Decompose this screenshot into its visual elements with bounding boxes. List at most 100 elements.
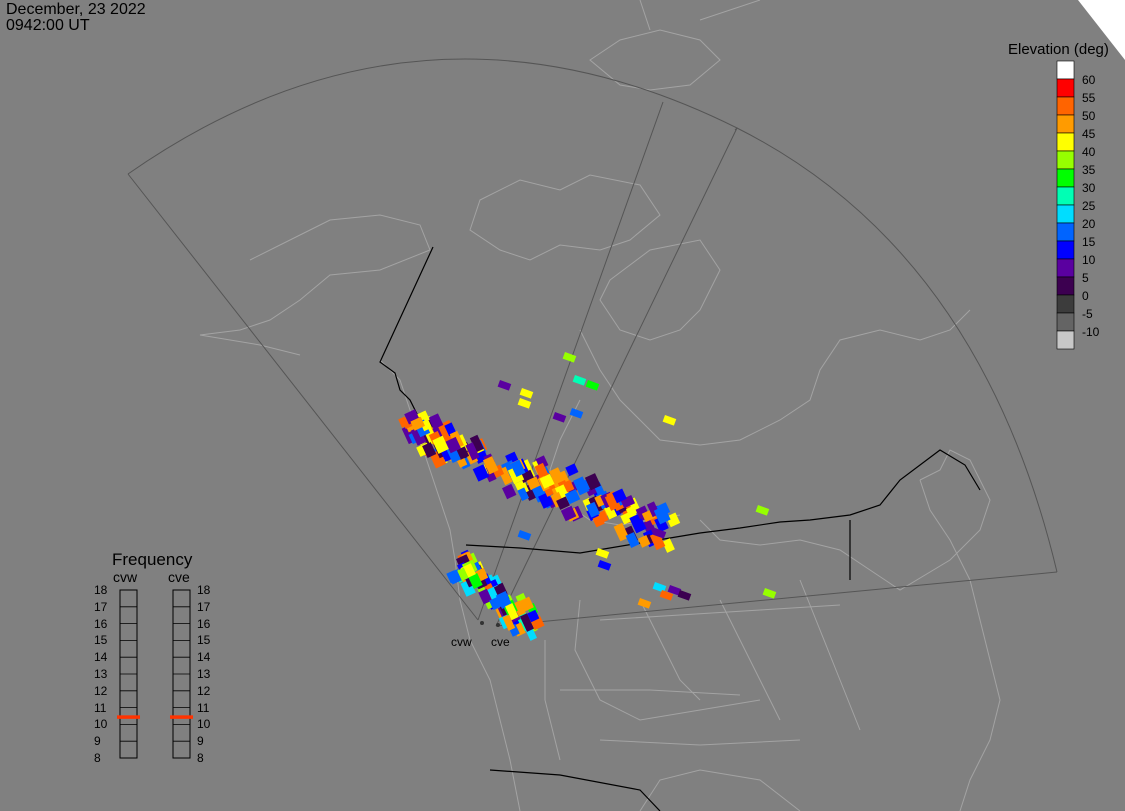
- radar-echo: [432, 435, 449, 454]
- radar-echo: [620, 494, 636, 509]
- radar-echo: [517, 397, 532, 409]
- radar-echo: [585, 380, 600, 391]
- corner-marker: [1078, 0, 1125, 60]
- radar-echo: [445, 436, 462, 454]
- radar-echo: [457, 567, 469, 581]
- radar-echo: [564, 489, 581, 505]
- radar-echo: [556, 496, 570, 510]
- date-label: December, 23 2022: [6, 1, 146, 18]
- elevation-swatch: [1056, 132, 1075, 152]
- radar-echo: [497, 379, 512, 391]
- frequency-tick-label: 14: [94, 650, 108, 665]
- radar-echo: [478, 588, 493, 605]
- radar-echo: [637, 598, 652, 609]
- radar-site-cvw-marker: [480, 621, 484, 625]
- elevation-swatch: [1056, 240, 1075, 260]
- radar-echo: [410, 426, 427, 446]
- fov-outline: [127, 58, 1058, 627]
- radar-echo: [483, 456, 499, 475]
- radar-echo: [510, 459, 526, 477]
- elevation-tick-label: 35: [1082, 163, 1096, 177]
- radar-echo: [652, 582, 667, 593]
- frequency-tick-label: 8: [94, 751, 101, 765]
- radar-echo: [666, 512, 681, 528]
- frequency-tick-label: 13: [94, 667, 108, 681]
- elevation-tick-label: 60: [1082, 73, 1096, 87]
- radar-echo: [410, 416, 425, 431]
- radar-echo: [662, 414, 677, 426]
- radar-echo: [662, 538, 675, 553]
- frequency-tick-label: 12: [197, 683, 211, 698]
- frequency-title: Frequency: [112, 550, 193, 569]
- frequency-tick-label: 9: [94, 734, 101, 749]
- elevation-tick-label: 55: [1082, 91, 1096, 105]
- radar-echo: [584, 473, 601, 491]
- radar-echo: [539, 473, 555, 489]
- radar-echo: [613, 522, 629, 542]
- elevation-tick-label: -5: [1082, 307, 1093, 321]
- radar-echo: [597, 560, 612, 571]
- site-label-cve: cve: [491, 635, 510, 649]
- elevation-tick-label: 50: [1082, 109, 1096, 123]
- radar-echo: [517, 487, 530, 502]
- frequency-tick-label: 16: [94, 616, 108, 631]
- radar-echo: [512, 600, 526, 617]
- radar-echo: [597, 510, 609, 524]
- frequency-radar-cve-label: cve: [168, 569, 190, 585]
- elevation-swatch: [1056, 96, 1075, 116]
- radar-echo: [562, 351, 577, 363]
- radar-echo: [585, 501, 600, 518]
- elevation-tick-label: 30: [1082, 181, 1096, 195]
- elevation-tick-label: 5: [1082, 271, 1089, 285]
- radar-echo: [438, 422, 455, 443]
- radar-echo: [565, 463, 579, 477]
- radar-echo: [502, 614, 516, 631]
- radar-echo: [629, 513, 647, 534]
- elevation-swatch: [1056, 222, 1075, 242]
- frequency-tick-label: 15: [94, 633, 108, 648]
- elevation-swatch: [1056, 186, 1075, 206]
- time-label: 0942:00 UT: [6, 17, 90, 34]
- country-border: [379, 246, 981, 811]
- radar-echo: [595, 548, 610, 559]
- radar-echo: [519, 613, 535, 632]
- elevation-tick-label: 0: [1082, 289, 1089, 303]
- frequency-tick-label: 18: [94, 583, 108, 597]
- frequency-tick-label: 12: [94, 683, 108, 698]
- frequency-tick-label: 13: [197, 667, 211, 681]
- radar-echo: [422, 442, 437, 458]
- radar-echo: [465, 442, 480, 461]
- radar-echo: [460, 579, 476, 597]
- elevation-tick-label: -10: [1082, 325, 1100, 339]
- radar-echoes: [398, 351, 777, 641]
- elevation-swatch: [1056, 330, 1075, 350]
- radar-site-cve-marker: [496, 623, 500, 627]
- radar-echo: [638, 534, 651, 548]
- radar-echo: [569, 407, 584, 419]
- coastlines: [199, 0, 1001, 811]
- radar-echo: [649, 531, 666, 551]
- radar-echo: [517, 530, 532, 541]
- radar-echo: [588, 495, 604, 514]
- elevation-tick-label: 40: [1082, 145, 1096, 159]
- elevation-swatch: [1056, 168, 1075, 188]
- radar-echo: [538, 492, 554, 509]
- radar-echo: [526, 476, 541, 491]
- frequency-tick-label: 14: [197, 650, 211, 665]
- frequency-tick-label: 11: [197, 700, 210, 715]
- radar-echo: [625, 532, 640, 548]
- radar-echo: [560, 505, 577, 522]
- radar-echo: [594, 494, 606, 508]
- elevation-swatch: [1056, 312, 1075, 332]
- elevation-swatch: [1056, 258, 1075, 278]
- elevation-scale-title: Elevation (deg): [1008, 41, 1109, 58]
- radar-echo: [472, 464, 490, 482]
- frequency-tick-label: 9: [197, 734, 204, 749]
- radar-echo: [552, 411, 567, 423]
- elevation-tick-label: 15: [1082, 235, 1096, 249]
- elevation-colorbar: [1056, 60, 1075, 350]
- frequency-tick-label: 18: [197, 583, 211, 597]
- frequency-tick-label: 11: [94, 700, 107, 715]
